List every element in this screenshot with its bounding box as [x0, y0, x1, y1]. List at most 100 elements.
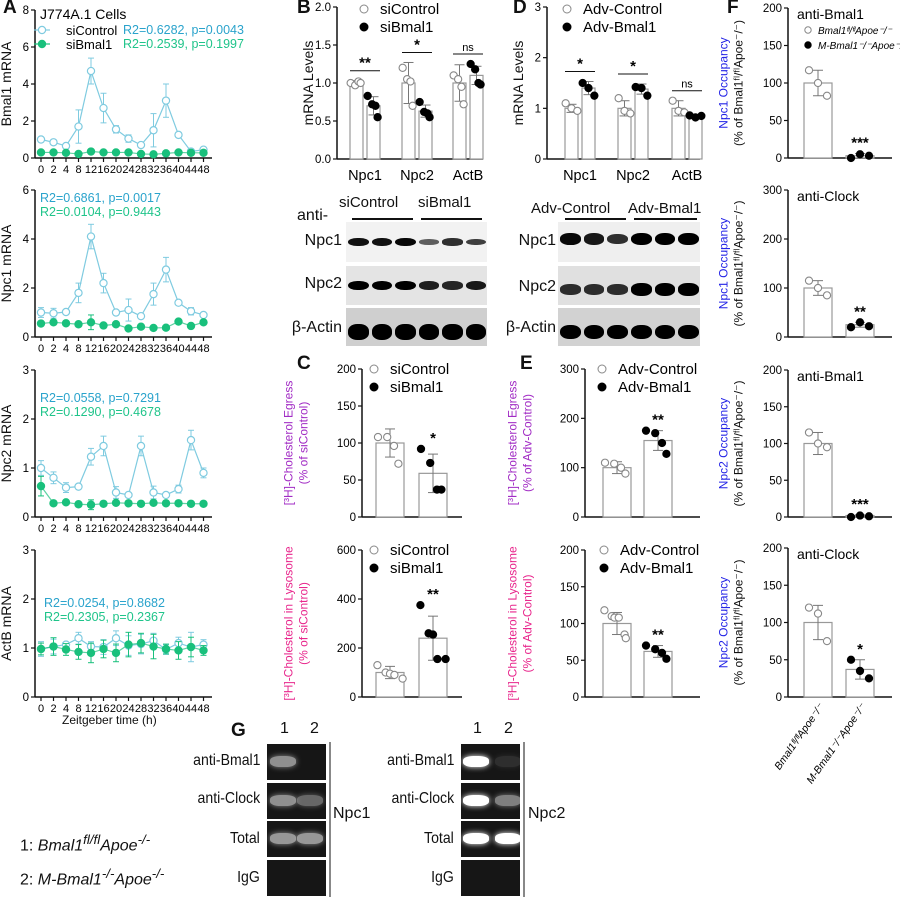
legend-label: Adv-Control: [620, 542, 699, 559]
x-tick-label: 44: [185, 523, 197, 535]
key-sup: -/-: [101, 866, 115, 881]
data-point: [373, 661, 382, 670]
x-tick-label: 0: [38, 164, 44, 176]
panel-label-d: D: [513, 0, 527, 18]
x-tick-label: 2: [50, 703, 56, 715]
legend-label: Adv-Bmal1: [620, 560, 693, 577]
data-point: [111, 148, 121, 157]
group-underline: [634, 218, 697, 220]
y-axis-label: [³H]-Cholesterol Egress: [506, 381, 520, 506]
protein-band: [465, 238, 486, 246]
significance-label: **: [854, 303, 866, 320]
data-point: [36, 644, 46, 654]
legend-marker: [597, 382, 607, 392]
significance-label: *: [430, 430, 436, 447]
protein-band: [631, 232, 652, 246]
legend-label: Adv-Bmal1: [618, 379, 691, 396]
genotype-key-2: 2: M-Bmal1-/-Apoe-/-: [20, 866, 164, 889]
data-point: [657, 648, 667, 658]
x-tick-label: 40: [172, 703, 184, 715]
data-point: [99, 441, 108, 451]
dna-band: [270, 795, 296, 806]
protein-band: [418, 239, 439, 245]
data-point: [161, 265, 171, 274]
gel-strip: [267, 783, 326, 819]
data-point: [459, 100, 468, 109]
data-point: [383, 432, 392, 442]
protein-band: [418, 281, 439, 290]
blot-strip: [558, 222, 700, 262]
x-tick-label: 20: [110, 164, 122, 176]
data-point: [846, 153, 856, 163]
category-label: Npc2: [400, 168, 434, 184]
data-point: [74, 482, 83, 491]
data-point: [561, 99, 570, 108]
y-tick-label: 0: [350, 512, 356, 524]
data-point: [36, 135, 46, 144]
data-point: [846, 512, 856, 522]
y-tick-label: 600: [337, 545, 356, 557]
data-point: [111, 308, 121, 317]
data-point: [637, 83, 646, 93]
significance-label: *: [577, 55, 583, 72]
data-point: [124, 490, 133, 500]
legend-marker: [562, 4, 572, 14]
stats-annotation: R2=0.0104, p=0.9443: [40, 205, 161, 219]
chart-title: anti-Clock: [797, 546, 860, 562]
data-point: [49, 309, 58, 318]
data-point: [356, 78, 365, 88]
x-tick-label: 24: [122, 164, 134, 176]
gel-row-label: anti-Clock: [197, 790, 260, 807]
data-point: [199, 468, 208, 478]
group-underline: [565, 218, 626, 220]
data-point: [428, 630, 438, 639]
significance-label: ***: [851, 496, 869, 513]
y-tick-label: 0: [23, 692, 29, 704]
x-tick-label: 4: [63, 343, 69, 355]
protein-band: [418, 324, 439, 340]
x-tick-label: 16: [97, 523, 109, 535]
data-point: [864, 674, 874, 683]
blot-row-label: Npc1: [304, 232, 342, 249]
panel-label-c: C: [297, 353, 311, 374]
blot-strip: [346, 266, 487, 305]
bar: [564, 107, 579, 160]
protein-band: [678, 324, 699, 340]
chart-panel-d: 0 1 2 3 mRNA Levels * * ns Npc1 Npc2 ActB Adv-Contr…: [510, 1, 706, 184]
legend-label: siBmal1: [66, 37, 112, 52]
y-tick-label: 0.0: [315, 154, 331, 166]
data-point: [174, 317, 183, 326]
blot-strip: [346, 222, 487, 262]
x-tick-label: 32: [147, 164, 159, 176]
y-axis-label: (% of siControl): [297, 402, 311, 485]
key-prefix: M-: [37, 871, 57, 889]
data-point: [74, 122, 83, 131]
chart-panel-c: 0 200 400 600 [³H]-Cholesterol in Lysosome (%…: [282, 542, 462, 704]
protein-band: [631, 283, 652, 296]
data-point: [626, 109, 635, 118]
y-tick-label: 0: [776, 332, 782, 344]
data-point: [136, 441, 146, 451]
data-point: [621, 469, 630, 478]
stats-annotation: R2=0.1290, p=0.4678: [40, 405, 161, 419]
data-point: [61, 319, 71, 328]
key-gene2: Apoe: [114, 871, 152, 889]
data-point: [74, 149, 83, 159]
y-tick-label: 0: [776, 692, 782, 704]
y-axis-label: Npc2 Occupancy: [717, 398, 731, 489]
bar: [349, 82, 364, 160]
y-tick-label: 1: [23, 643, 29, 655]
data-point: [846, 655, 856, 664]
dna-band: [463, 833, 489, 844]
x-tick-label: 12: [85, 523, 97, 535]
data-point: [99, 278, 108, 288]
x-tick-label: 8: [75, 523, 81, 535]
stats-annotation: R2=0.0254, p=0.8682: [44, 596, 165, 610]
y-tick-label: 0: [573, 512, 579, 524]
x-tick-label: 44: [185, 343, 197, 355]
protein-band: [654, 232, 676, 246]
y-axis-label: Npc1 Occupancy: [717, 37, 731, 128]
